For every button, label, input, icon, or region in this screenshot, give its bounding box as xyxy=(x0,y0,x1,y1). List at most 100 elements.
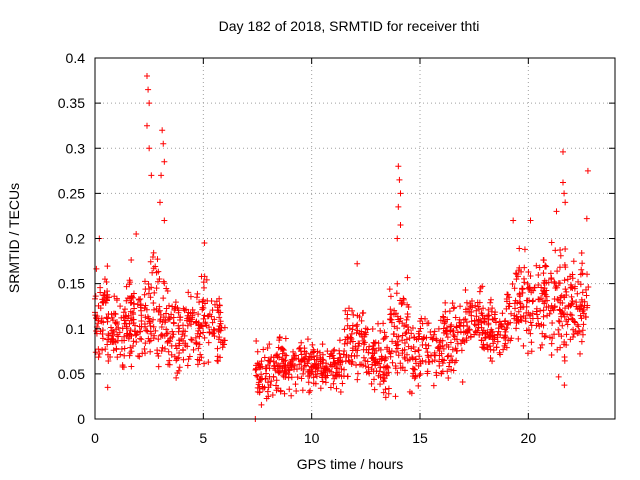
data-point xyxy=(176,337,183,344)
data-point xyxy=(392,362,399,369)
data-point xyxy=(279,350,286,357)
data-point xyxy=(345,353,352,360)
data-point xyxy=(397,190,404,197)
data-point xyxy=(306,356,313,363)
data-point xyxy=(537,307,544,314)
data-point xyxy=(440,357,447,364)
data-point xyxy=(310,353,317,360)
data-point xyxy=(453,323,460,330)
data-point xyxy=(192,334,199,341)
data-point xyxy=(433,337,440,344)
data-point xyxy=(577,312,584,319)
data-point xyxy=(344,340,351,347)
data-point xyxy=(137,335,144,342)
data-point xyxy=(346,325,353,332)
data-point xyxy=(358,317,365,324)
data-point xyxy=(138,318,145,325)
data-point xyxy=(105,330,112,337)
data-point xyxy=(477,317,484,324)
data-point xyxy=(521,264,528,271)
data-point xyxy=(369,343,376,350)
data-point xyxy=(158,324,165,331)
data-point xyxy=(476,306,483,313)
data-point xyxy=(107,353,114,360)
data-point xyxy=(92,293,99,300)
data-point xyxy=(103,279,110,286)
data-point xyxy=(527,217,534,224)
data-point xyxy=(146,100,153,107)
data-point xyxy=(337,389,344,396)
data-point xyxy=(584,167,591,174)
data-point xyxy=(396,318,403,325)
data-point xyxy=(324,348,331,355)
data-point xyxy=(375,340,382,347)
data-point xyxy=(165,348,172,355)
data-point xyxy=(93,265,100,272)
data-point xyxy=(150,300,157,307)
data-point xyxy=(521,246,528,253)
data-point xyxy=(266,341,273,348)
data-point xyxy=(387,306,394,313)
data-point xyxy=(395,203,402,210)
data-point xyxy=(166,357,173,364)
data-point xyxy=(194,356,201,363)
data-point xyxy=(258,401,265,408)
data-point xyxy=(370,354,377,361)
data-point xyxy=(319,356,326,363)
data-point xyxy=(361,339,368,346)
data-point xyxy=(456,319,463,326)
data-point xyxy=(383,364,390,371)
data-point xyxy=(276,334,283,341)
data-point xyxy=(527,330,534,337)
data-point xyxy=(161,319,168,326)
data-point xyxy=(542,333,549,340)
data-point xyxy=(297,348,304,355)
data-point xyxy=(258,371,265,378)
data-point xyxy=(372,339,379,346)
data-point xyxy=(274,351,281,358)
data-point xyxy=(536,264,543,271)
y-tick-label: 0.35 xyxy=(58,95,85,111)
data-point xyxy=(371,359,378,366)
data-point xyxy=(463,299,470,306)
data-point xyxy=(182,342,189,349)
data-point xyxy=(145,315,152,322)
data-point xyxy=(110,339,117,346)
data-point xyxy=(481,345,488,352)
data-point xyxy=(572,319,579,326)
data-point xyxy=(121,317,128,324)
data-point xyxy=(446,308,453,315)
data-point xyxy=(137,328,144,335)
data-point xyxy=(447,339,454,346)
data-point xyxy=(506,303,513,310)
data-point xyxy=(497,331,504,338)
data-point xyxy=(491,332,498,339)
data-point xyxy=(176,325,183,332)
data-point xyxy=(203,322,210,329)
x-tick-label: 5 xyxy=(199,430,207,446)
data-point xyxy=(446,359,453,366)
data-point xyxy=(515,335,522,342)
data-point xyxy=(553,284,560,291)
data-point xyxy=(573,303,580,310)
data-point xyxy=(269,391,276,398)
data-point xyxy=(393,290,400,297)
data-point xyxy=(177,317,184,324)
data-point xyxy=(555,317,562,324)
data-point xyxy=(173,357,180,364)
data-point xyxy=(200,315,207,322)
data-point xyxy=(554,346,561,353)
data-point xyxy=(314,348,321,355)
data-point xyxy=(449,300,456,307)
data-point xyxy=(580,306,587,313)
data-point xyxy=(354,260,361,267)
data-point xyxy=(286,386,293,393)
data-point xyxy=(431,328,438,335)
data-point xyxy=(529,310,536,317)
data-point xyxy=(260,346,267,353)
data-point xyxy=(172,299,179,306)
data-point xyxy=(385,390,392,397)
data-point xyxy=(360,354,367,361)
data-point xyxy=(528,289,535,296)
data-point xyxy=(381,334,388,341)
